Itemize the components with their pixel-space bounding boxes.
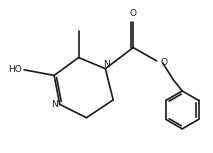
Text: N: N <box>103 60 110 69</box>
Text: HO: HO <box>8 65 22 74</box>
Text: N: N <box>52 100 58 109</box>
Text: O: O <box>161 58 168 67</box>
Text: O: O <box>130 9 137 18</box>
